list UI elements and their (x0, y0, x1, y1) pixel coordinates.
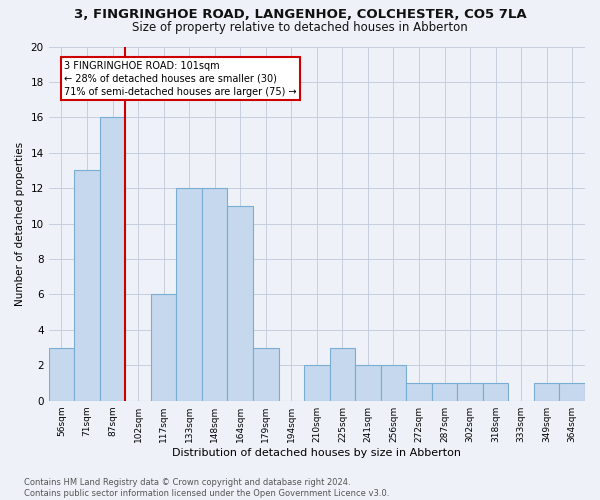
Text: Contains HM Land Registry data © Crown copyright and database right 2024.
Contai: Contains HM Land Registry data © Crown c… (24, 478, 389, 498)
Bar (432, 383, 457, 400)
Y-axis label: Number of detached properties: Number of detached properties (15, 142, 25, 306)
Bar (406, 383, 432, 400)
Bar (329, 348, 355, 401)
Bar (49, 348, 74, 401)
Bar (202, 188, 227, 400)
Bar (227, 206, 253, 400)
Bar (457, 383, 483, 400)
X-axis label: Distribution of detached houses by size in Abberton: Distribution of detached houses by size … (172, 448, 461, 458)
Bar (151, 294, 176, 401)
Bar (483, 383, 508, 400)
Bar (176, 188, 202, 400)
Bar (559, 383, 585, 400)
Text: 3, FINGRINGHOE ROAD, LANGENHOE, COLCHESTER, CO5 7LA: 3, FINGRINGHOE ROAD, LANGENHOE, COLCHEST… (74, 8, 526, 20)
Bar (253, 348, 278, 401)
Text: Size of property relative to detached houses in Abberton: Size of property relative to detached ho… (132, 22, 468, 35)
Bar (534, 383, 559, 400)
Bar (74, 170, 100, 400)
Bar (304, 366, 329, 400)
Bar (355, 366, 380, 400)
Bar (380, 366, 406, 400)
Bar (100, 118, 125, 401)
Text: 3 FINGRINGHOE ROAD: 101sqm
← 28% of detached houses are smaller (30)
71% of semi: 3 FINGRINGHOE ROAD: 101sqm ← 28% of deta… (64, 60, 296, 97)
